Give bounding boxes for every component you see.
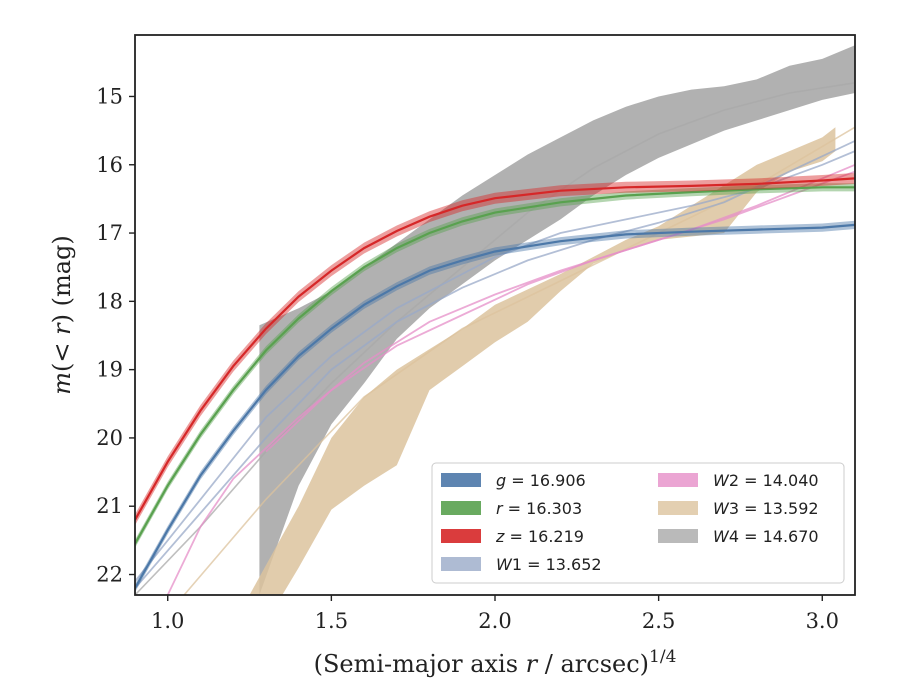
series-g-line: [135, 223, 855, 589]
series-z-line: [135, 177, 855, 521]
legend-swatch-r: [441, 501, 481, 515]
series-w4-band: [259, 45, 855, 595]
legend-label-z: z = 16.219: [495, 527, 584, 546]
x-tick-label: 1.5: [315, 609, 348, 633]
legend-swatch-w3: [658, 501, 698, 515]
y-tick-label: 15: [96, 84, 123, 108]
series-w2-line-0: [166, 163, 855, 595]
y-axis-title: m(< r) (mag): [48, 235, 76, 395]
y-tick-label: 21: [96, 494, 123, 518]
series-r-line: [135, 186, 855, 545]
x-tick-label: 2.5: [642, 609, 675, 633]
axes: 1.0 1.5 2.0 2.5 3.0 15 16 17 18 19 20 21 22: [96, 84, 839, 633]
legend-label-w1: W1 = 13.652: [496, 555, 602, 574]
legend-swatch-g: [441, 473, 481, 487]
legend-swatch-w4: [658, 529, 698, 543]
x-tick-label: 2.0: [478, 609, 511, 633]
legend-label-w2: W2 = 14.040: [713, 471, 819, 490]
x-tick-label: 1.0: [151, 609, 184, 633]
legend: g = 16.906 r = 16.303 z = 16.219 W1 = 13.65…: [431, 462, 845, 584]
y-tick-label: 22: [96, 563, 123, 587]
legend-label-w4: W4 = 14.670: [713, 527, 819, 546]
legend-swatch-z: [441, 529, 481, 543]
y-tick-label: 19: [96, 358, 123, 382]
x-axis-title: (Semi-major axis r / arcsec)1/4: [314, 647, 677, 678]
legend-label-r: r = 16.303: [496, 499, 582, 518]
plot-area: [135, 45, 855, 595]
legend-box: [431, 462, 845, 584]
series-w1-line-1: [135, 140, 855, 589]
legend-swatch-w2: [658, 473, 698, 487]
y-tick-label: 20: [96, 426, 123, 450]
y-tick-label: 17: [96, 221, 123, 245]
x-tick-label: 3.0: [806, 609, 839, 633]
legend-label-w3: W3 = 13.592: [713, 499, 819, 518]
y-tick-label: 18: [96, 289, 123, 313]
legend-swatch-w1: [441, 557, 481, 571]
series-w4-line-0: [135, 82, 855, 595]
series-w2-line-1: [265, 170, 855, 453]
y-tick-label: 16: [96, 153, 123, 177]
legend-label-g: g = 16.906: [496, 471, 586, 490]
